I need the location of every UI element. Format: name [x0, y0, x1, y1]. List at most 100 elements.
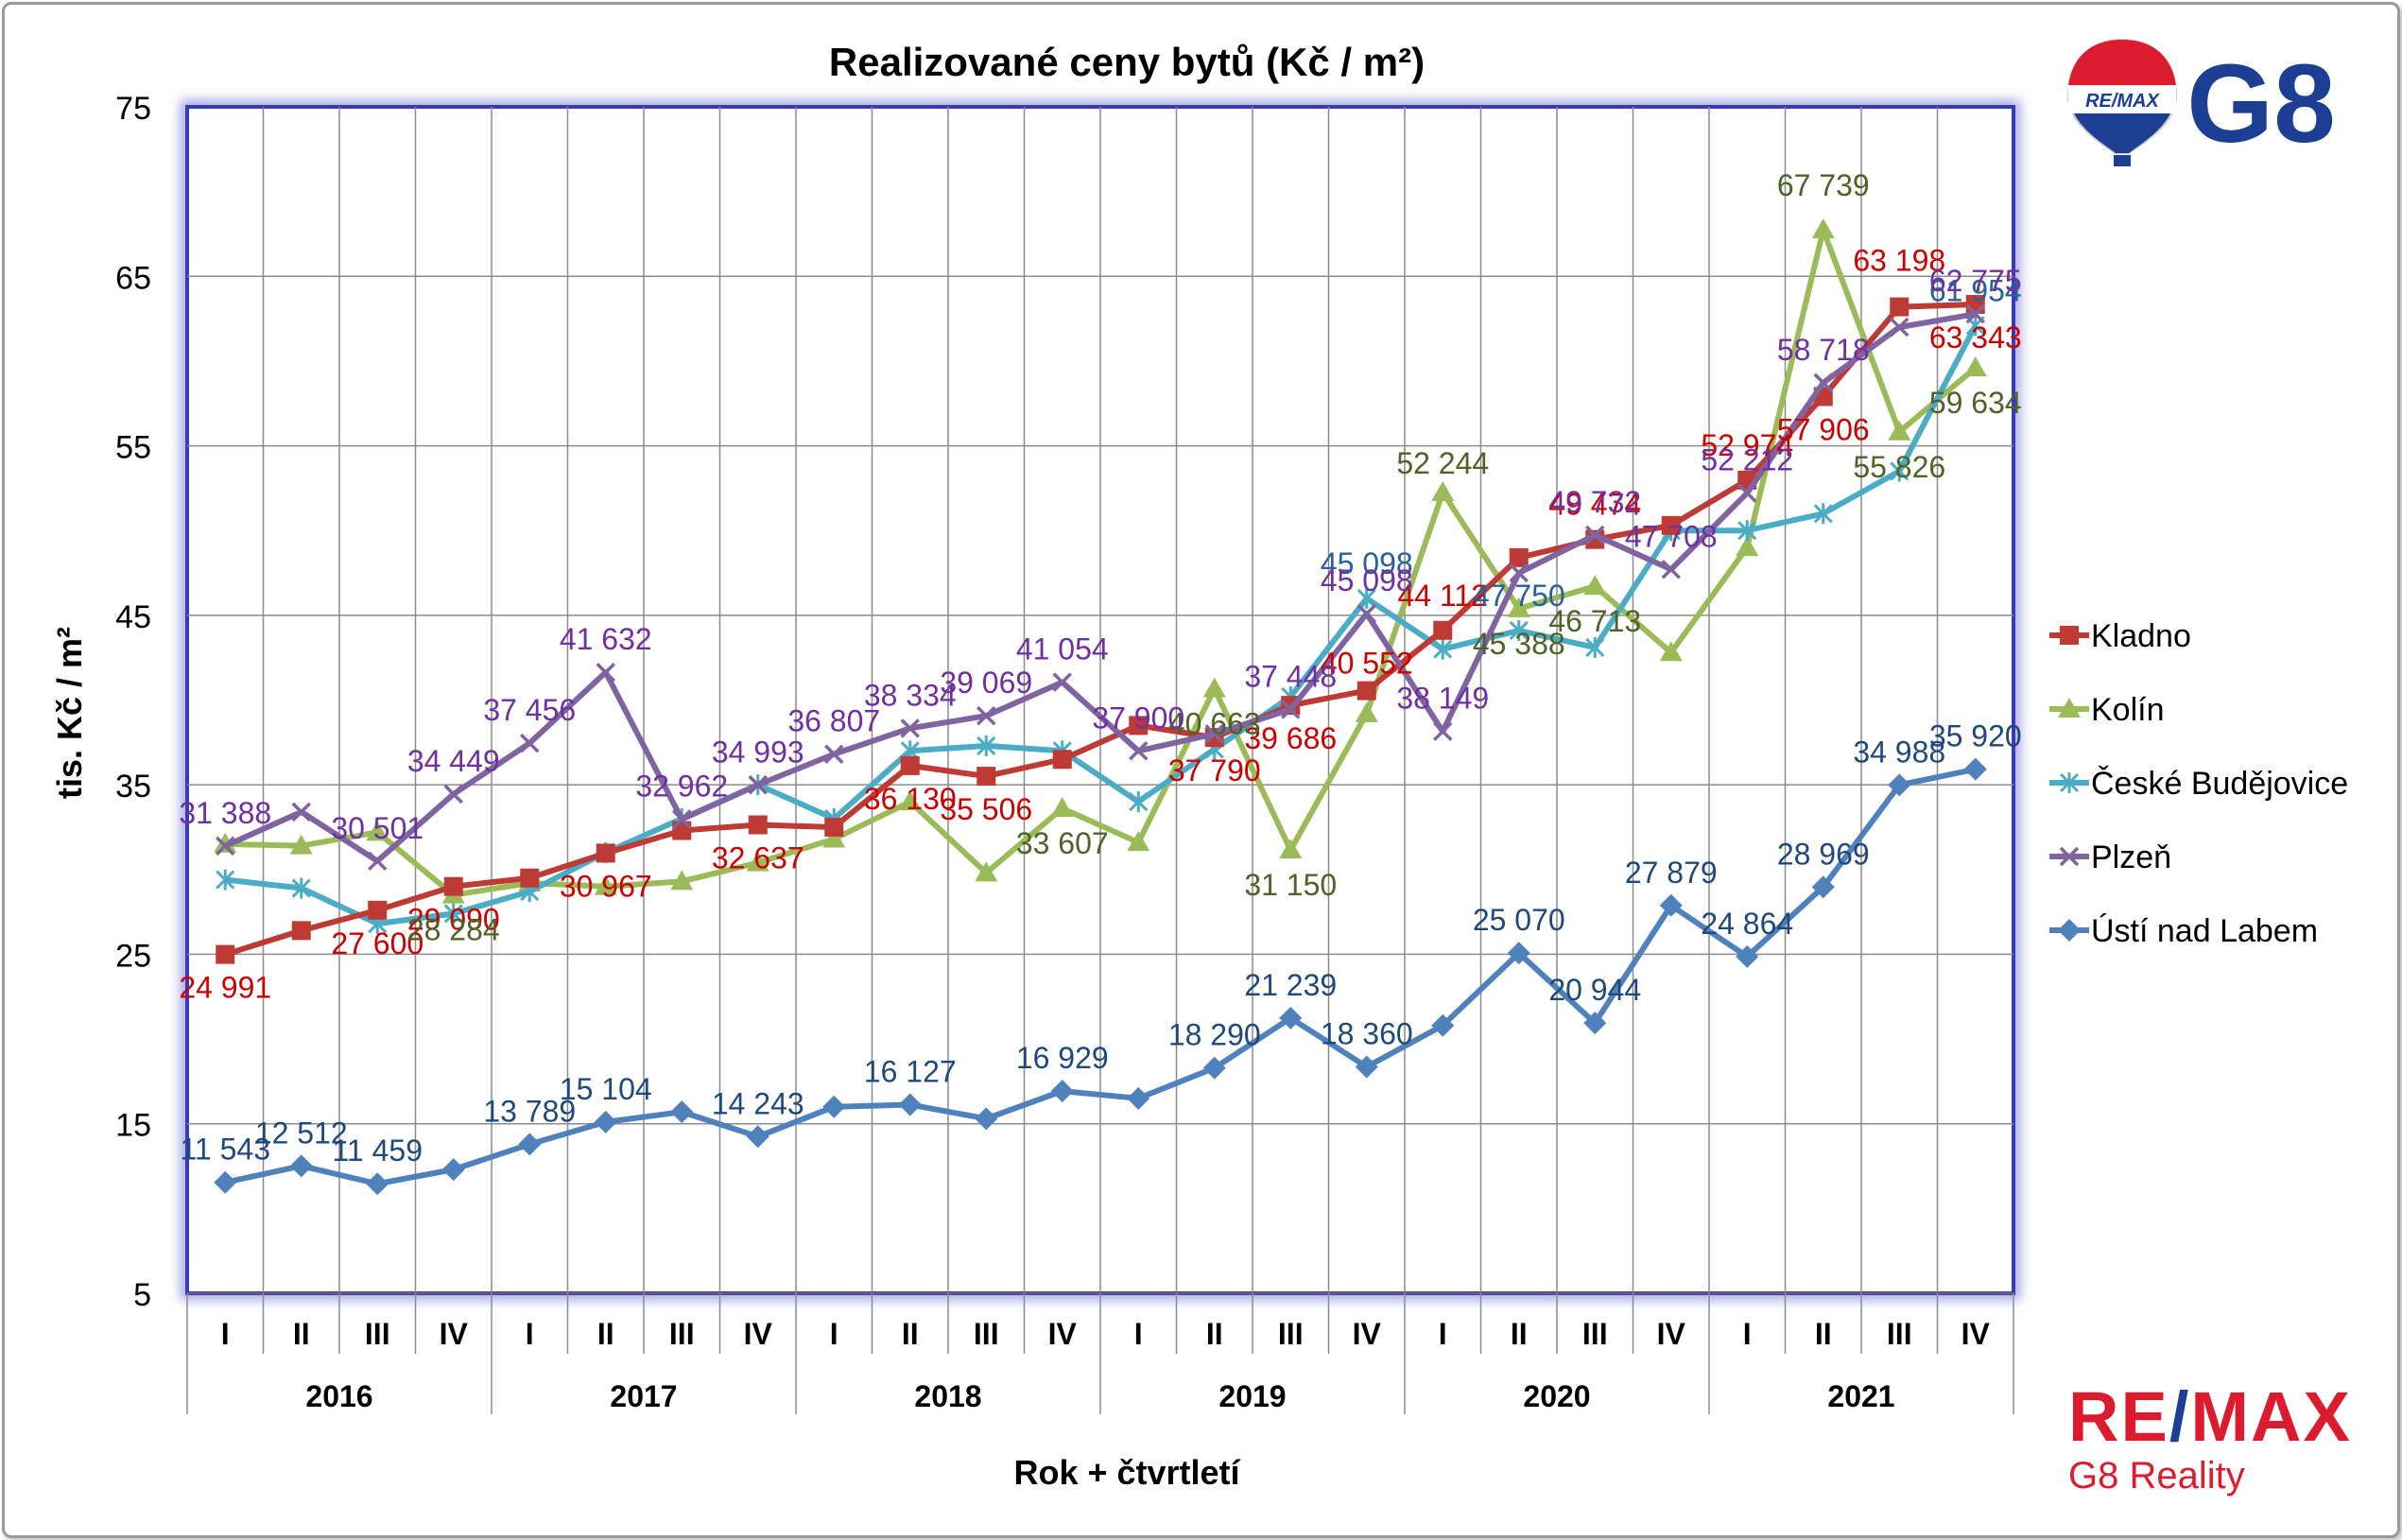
data-label: 13 789	[483, 1094, 576, 1128]
data-label: 55 826	[1853, 450, 1945, 484]
data-point	[670, 1100, 694, 1124]
data-point	[1127, 831, 1150, 852]
data-point	[214, 1170, 237, 1194]
data-point	[1357, 681, 1376, 701]
data-point	[1583, 575, 1607, 596]
data-label: 52 974	[1701, 428, 1793, 462]
data-label: 21 239	[1244, 968, 1337, 1002]
data-point	[1509, 562, 1529, 583]
y-axis: 5 15 25 35 45 55 65 75	[115, 91, 151, 1313]
data-point	[291, 802, 311, 822]
quarter-tick-label: I	[1743, 1317, 1752, 1351]
legend-label: Plzeň	[2091, 839, 2171, 875]
data-point	[594, 1110, 617, 1133]
quarter-tick-label: II	[1511, 1317, 1528, 1351]
legend: Kladno Kolín České Budějovice Plzeň Ústí nad…	[2049, 618, 2348, 949]
data-point	[1357, 587, 1376, 609]
data-point	[1129, 741, 1149, 761]
data-label: 39 686	[1244, 721, 1337, 755]
data-point	[1355, 701, 1378, 722]
quarter-tick-label: IV	[1353, 1317, 1382, 1351]
legend-item: České Budějovice	[2049, 766, 2348, 802]
quarter-tick-label: II	[1815, 1317, 1832, 1351]
data-point	[898, 1093, 922, 1116]
year-tick-label: 2020	[1523, 1379, 1590, 1413]
data-label: 30 501	[331, 811, 423, 845]
data-point	[289, 834, 313, 855]
y-tick-label: 75	[115, 91, 151, 127]
data-label: 25 070	[1473, 903, 1565, 937]
quarter-tick-label: III	[365, 1317, 390, 1351]
y-tick-label: 15	[115, 1108, 151, 1144]
year-tick-label: 2016	[305, 1379, 372, 1413]
data-point	[1509, 619, 1529, 641]
data-point	[1661, 515, 1681, 535]
data-point	[1811, 875, 1835, 899]
quarter-tick-label: II	[293, 1317, 310, 1351]
data-point	[824, 817, 844, 837]
data-point	[1052, 672, 1072, 692]
data-point	[441, 1158, 465, 1182]
series-line	[224, 323, 1979, 927]
data-label: 28 969	[1777, 837, 1870, 871]
data-point	[1202, 1056, 1226, 1080]
legend-marker	[2059, 772, 2080, 793]
data-label: 37 456	[483, 693, 576, 727]
data-label: 40 663	[1168, 707, 1261, 741]
y-tick-label: 25	[115, 938, 151, 974]
quarter-tick-label: IV	[1657, 1317, 1686, 1351]
data-point	[1509, 547, 1529, 567]
y-tick-label: 65	[115, 260, 151, 296]
legend-marker	[2059, 846, 2080, 867]
data-label: 47 708	[1625, 519, 1718, 553]
data-label: 62 775	[1929, 264, 2022, 298]
series-lines	[214, 218, 1987, 1196]
quarter-tick-label: II	[1206, 1317, 1223, 1351]
data-point	[1357, 603, 1376, 624]
data-label: 61 954	[1929, 273, 2022, 307]
data-label: 28 284	[407, 913, 500, 947]
series-line	[224, 301, 1976, 958]
legend-marker	[2058, 698, 2081, 718]
data-point	[1585, 636, 1605, 658]
legend-label: Kladno	[2091, 618, 2191, 654]
legend-label: České Budějovice	[2091, 766, 2348, 802]
remax-logo-text: RE/MAX	[2068, 1377, 2352, 1456]
data-point	[1050, 1080, 1074, 1103]
x-axis: I II III IV I II III IV I II III IV I II III IV I II III IV…	[186, 1292, 2014, 1414]
quarter-tick-label: III	[669, 1317, 695, 1351]
data-point	[748, 815, 768, 835]
data-label: 37 448	[1244, 659, 1337, 693]
data-point	[214, 832, 237, 853]
data-point	[1202, 677, 1226, 698]
data-point	[366, 1172, 389, 1196]
data-point	[1813, 372, 1833, 393]
data-label: 24 991	[179, 971, 271, 1005]
remax-wordmark: RE/MAX G8 Reality	[2068, 1380, 2371, 1497]
legend-item: Ústí nad Labem	[2049, 913, 2318, 949]
data-point	[1127, 1086, 1150, 1110]
data-label: 67 739	[1777, 168, 1870, 202]
quarter-tick-label: I	[1134, 1317, 1143, 1351]
data-label: 41 054	[1016, 632, 1109, 666]
legend-marker	[2058, 919, 2081, 942]
legend-item: Plzeň	[2049, 839, 2171, 875]
data-point	[443, 876, 463, 896]
remax-g8-logo: RE/MAX G8	[2066, 38, 2336, 166]
data-point	[1659, 641, 1683, 662]
data-point	[1281, 700, 1301, 719]
data-label: 30 967	[560, 869, 652, 903]
data-label: 47 750	[1473, 579, 1565, 613]
data-point	[1963, 356, 1987, 377]
data-point	[289, 1154, 313, 1178]
data-point	[1890, 297, 1910, 317]
data-label: 45 098	[1321, 563, 1413, 597]
data-label: 34 449	[407, 744, 500, 778]
data-point	[1811, 218, 1835, 239]
data-point	[366, 821, 389, 841]
data-point	[1431, 1013, 1455, 1037]
quarter-tick-label: IV	[440, 1317, 469, 1351]
x-axis-title: Rok + čtvrtletí	[1013, 1453, 1240, 1492]
quarter-tick-label: II	[597, 1317, 614, 1351]
quarter-tick-label: III	[1582, 1317, 1608, 1351]
